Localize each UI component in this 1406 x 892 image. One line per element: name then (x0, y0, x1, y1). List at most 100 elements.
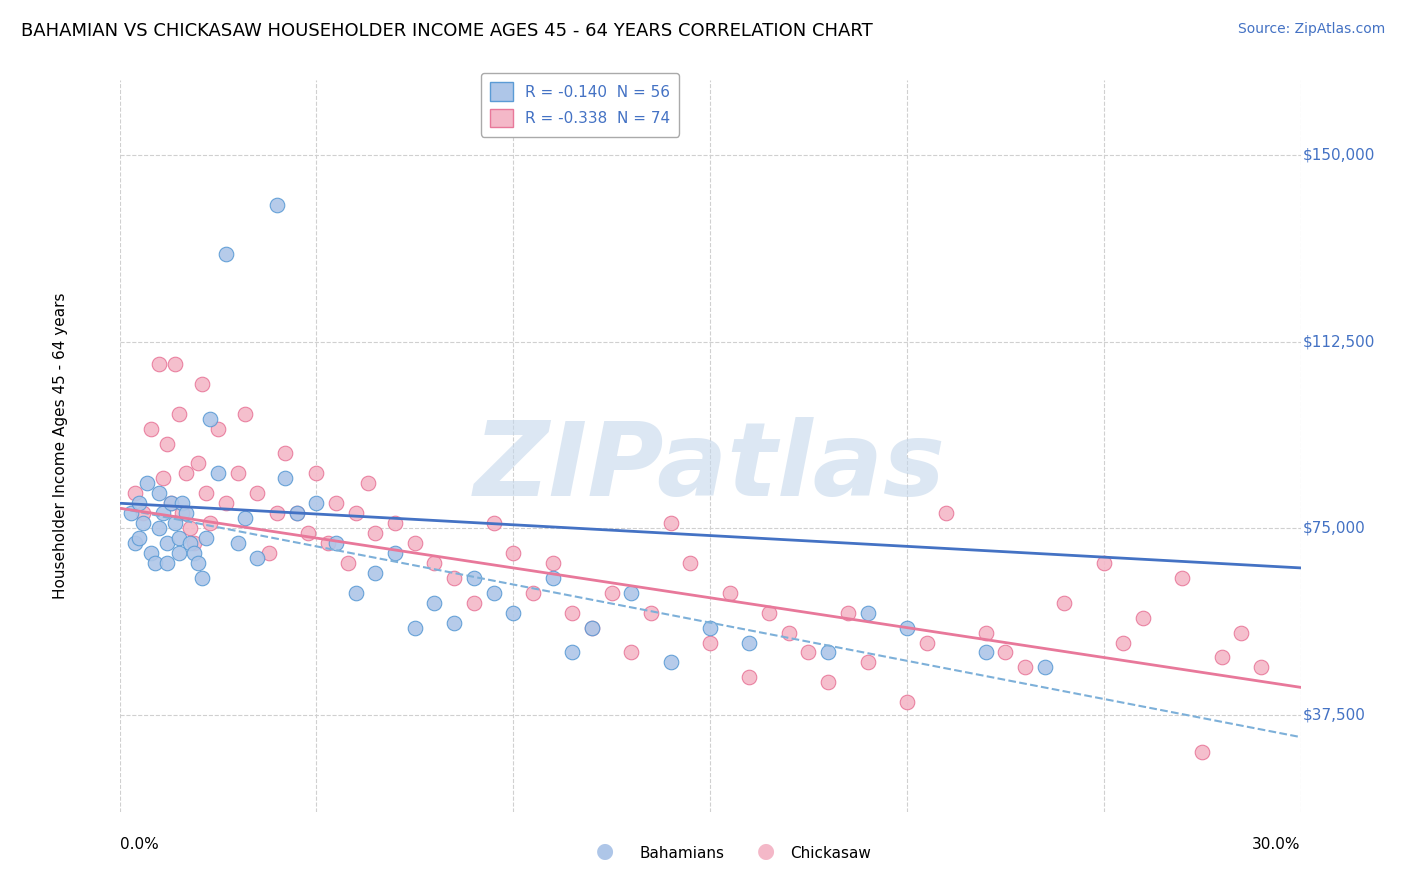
Point (215, 496, 238, 510)
Point (195, 486, 218, 500)
Point (384, 546, 406, 560)
Point (148, 357, 170, 371)
Point (443, 615, 465, 630)
Point (463, 596, 485, 610)
Point (620, 645, 643, 659)
Point (305, 467, 328, 481)
Text: $112,500: $112,500 (1303, 334, 1375, 349)
Point (522, 586, 544, 600)
Point (198, 516, 221, 530)
Point (297, 526, 319, 541)
Point (266, 197, 288, 211)
Point (738, 670, 761, 684)
Point (1191, 745, 1213, 759)
Text: ●: ● (596, 841, 613, 861)
Point (156, 436, 179, 450)
Point (659, 516, 682, 530)
Point (463, 571, 485, 585)
Point (679, 556, 702, 570)
Point (156, 536, 179, 550)
Point (124, 536, 146, 550)
Point (1250, 660, 1272, 674)
Point (896, 695, 918, 709)
Point (124, 486, 146, 500)
Point (336, 556, 359, 570)
Point (541, 571, 564, 585)
Point (482, 516, 505, 530)
Point (404, 536, 426, 550)
Point (226, 467, 249, 481)
Text: Householder Income Ages 45 - 64 years: Householder Income Ages 45 - 64 years (53, 293, 67, 599)
Point (274, 471, 297, 485)
Point (179, 521, 201, 535)
Point (215, 247, 238, 261)
Point (502, 606, 524, 620)
Point (156, 556, 179, 570)
Point (152, 471, 174, 485)
Point (817, 645, 839, 659)
Point (187, 556, 209, 570)
Text: ZIPatlas: ZIPatlas (474, 417, 946, 518)
Point (443, 571, 465, 585)
Text: Source: ZipAtlas.com: Source: ZipAtlas.com (1237, 22, 1385, 37)
Point (132, 516, 155, 530)
Point (179, 536, 201, 550)
Point (1211, 650, 1233, 665)
Point (148, 486, 170, 500)
Point (159, 496, 181, 510)
Point (152, 506, 174, 520)
Point (305, 496, 328, 510)
Point (167, 546, 190, 560)
Point (482, 586, 505, 600)
Point (1132, 610, 1154, 624)
Point (600, 586, 623, 600)
Point (837, 606, 859, 620)
Point (120, 506, 142, 520)
Point (266, 506, 288, 520)
Point (856, 606, 879, 620)
Point (1033, 660, 1056, 674)
Point (1230, 625, 1253, 640)
Point (699, 635, 721, 649)
Point (561, 606, 583, 620)
Point (1053, 596, 1076, 610)
Point (235, 511, 257, 525)
Point (364, 566, 387, 580)
Point (159, 496, 181, 510)
Point (974, 645, 997, 659)
Point (128, 496, 150, 510)
Point (974, 625, 997, 640)
Point (191, 376, 214, 391)
Point (285, 506, 308, 520)
Point (896, 621, 918, 635)
Text: Chickasaw: Chickasaw (790, 846, 872, 861)
Point (699, 621, 721, 635)
Point (136, 476, 159, 491)
Point (195, 531, 218, 545)
Point (1092, 556, 1115, 570)
Point (163, 357, 186, 371)
Point (207, 421, 229, 435)
Point (994, 645, 1017, 659)
Text: $150,000: $150,000 (1303, 147, 1375, 162)
Point (541, 556, 564, 570)
Text: $37,500: $37,500 (1303, 707, 1365, 723)
Text: Bahamians: Bahamians (640, 846, 724, 861)
Point (172, 506, 194, 520)
Point (172, 496, 194, 510)
Point (198, 411, 221, 425)
Point (404, 621, 426, 635)
Point (1112, 635, 1135, 649)
Point (128, 531, 150, 545)
Text: BAHAMIAN VS CHICKASAW HOUSEHOLDER INCOME AGES 45 - 64 YEARS CORRELATION CHART: BAHAMIAN VS CHICKASAW HOUSEHOLDER INCOME… (21, 22, 873, 40)
Point (176, 506, 198, 520)
Point (356, 476, 378, 491)
Point (143, 556, 166, 570)
Point (581, 621, 603, 635)
Point (640, 606, 662, 620)
Point (856, 656, 879, 670)
Point (226, 536, 249, 550)
Point (758, 606, 780, 620)
Text: $75,000: $75,000 (1303, 521, 1365, 535)
Point (935, 506, 957, 520)
